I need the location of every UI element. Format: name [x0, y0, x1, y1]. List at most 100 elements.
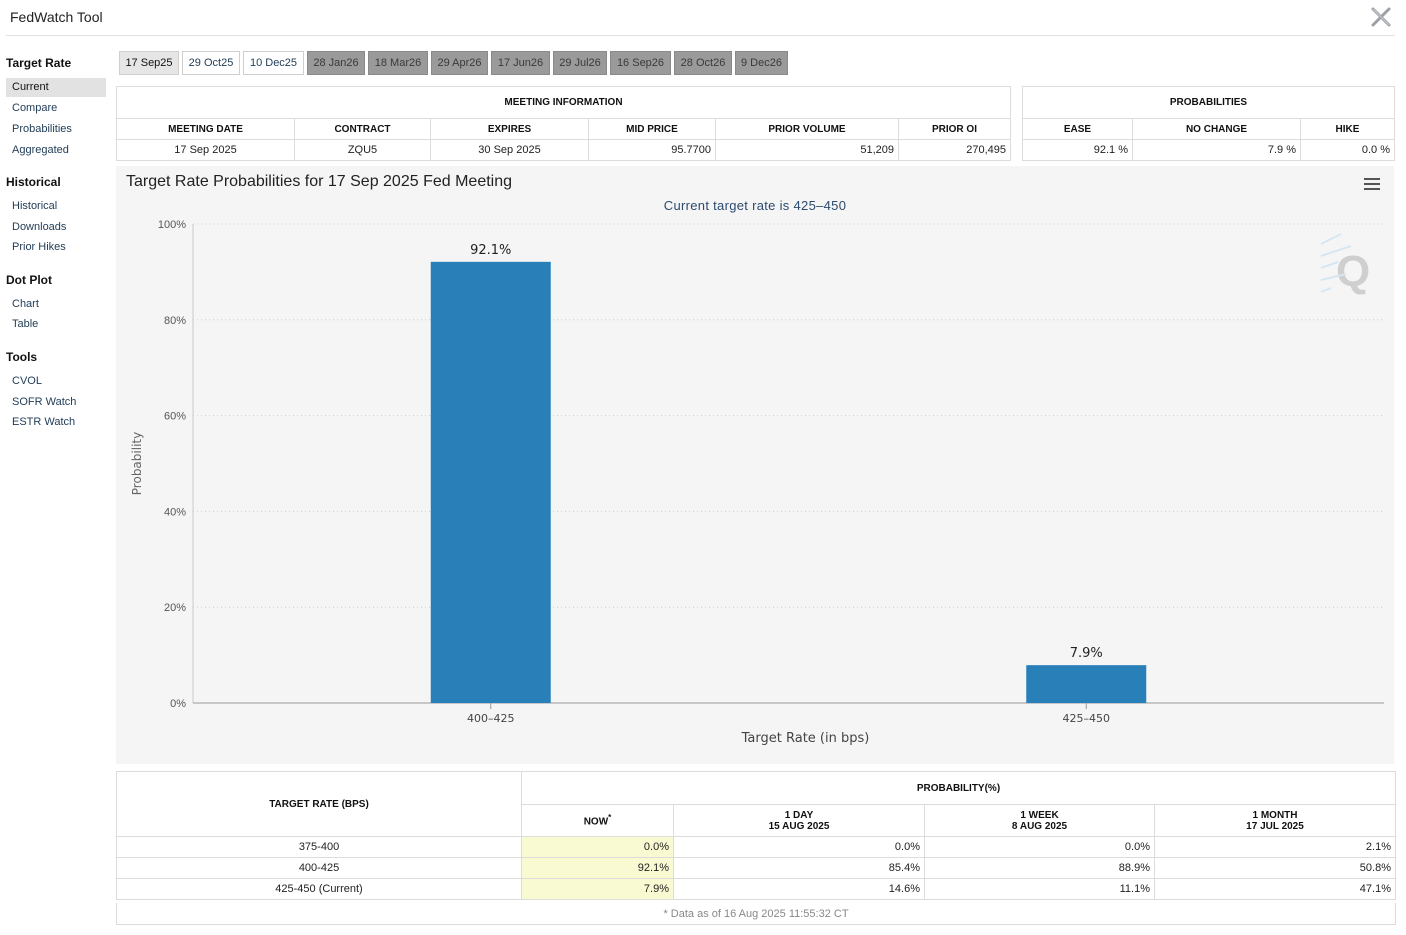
sidebar-item-chart[interactable]: Chart — [12, 298, 39, 310]
tab-16-sep26[interactable]: 16 Sep26 — [610, 51, 671, 75]
column-header-line2: 17 JUL 2025 — [1246, 820, 1304, 832]
column-header: PRIOR VOLUME — [715, 118, 899, 140]
y-axis-title: Probability — [130, 432, 144, 495]
tab-28-oct26[interactable]: 28 Oct26 — [674, 51, 732, 75]
ease-value: 92.1 % — [1022, 139, 1133, 161]
prior-volume-value: 51,209 — [715, 139, 899, 161]
bar — [1026, 665, 1147, 703]
column-header-line1: 1 DAY — [784, 809, 814, 821]
column-header: HIKE — [1300, 118, 1395, 140]
sidebar-item-aggregated[interactable]: Aggregated — [12, 144, 69, 156]
table-row: 425-450 (Current) 7.9% 14.6% 11.1% 47.1% — [116, 878, 1396, 900]
column-header: MEETING DATE — [116, 118, 295, 140]
bar-chart: Q 0% 20% 40% 60% 80% 100% 92.1% 400–425 7.9% 425–4… — [130, 219, 1384, 746]
probability-history-table: TARGET RATE (BPS) PROBABILITY(%) NOW* 1 … — [116, 771, 1396, 900]
hike-value: 0.0 % — [1300, 139, 1395, 161]
probability-cell: 47.1% — [1154, 878, 1396, 900]
1-month-column-header: 1 MONTH 17 JUL 2025 — [1154, 804, 1396, 837]
meeting-date-value: 17 Sep 2025 — [116, 139, 295, 161]
y-tick-label: 100% — [158, 219, 186, 231]
column-header-line2: 15 AUG 2025 — [768, 820, 830, 832]
sidebar-item-prior-hikes[interactable]: Prior Hikes — [12, 241, 66, 253]
data-timestamp-footnote: * Data as of 16 Aug 2025 11:55:32 CT — [116, 903, 1396, 925]
sidebar-item-estr-watch[interactable]: ESTR Watch — [12, 416, 76, 428]
x-tick-label: 400–425 — [467, 712, 515, 725]
tab-9-dec26[interactable]: 9 Dec26 — [735, 51, 788, 75]
divider — [6, 35, 1395, 36]
probability-group-header: PROBABILITY(%) — [521, 771, 1396, 805]
sidebar-group-tools: Tools — [6, 350, 38, 364]
close-icon[interactable] — [1370, 6, 1392, 28]
y-tick-label: 0% — [170, 698, 186, 710]
column-header: CONTRACT — [294, 118, 431, 140]
chart-title: Target Rate Probabilities for 17 Sep 202… — [126, 173, 513, 190]
probability-cell: 88.9% — [924, 857, 1155, 879]
bar — [430, 261, 551, 703]
probability-cell: 0.0% — [924, 836, 1155, 858]
sidebar-item-downloads[interactable]: Downloads — [12, 221, 67, 233]
y-tick-label: 20% — [164, 602, 186, 614]
x-tick-label: 425–450 — [1063, 712, 1111, 725]
target-rate-cell: 375-400 — [116, 836, 522, 858]
sidebar-group-target-rate: Target Rate — [6, 56, 72, 70]
app-title: FedWatch Tool — [10, 9, 103, 25]
sidebar-item-cvol[interactable]: CVOL — [12, 375, 42, 387]
target-rate-cell: 425-450 (Current) — [116, 878, 522, 900]
column-header: PRIOR OI — [898, 118, 1011, 140]
no-change-value: 7.9 % — [1132, 139, 1301, 161]
y-tick-label: 40% — [164, 506, 186, 518]
table-row: 375-400 0.0% 0.0% 0.0% 2.1% — [116, 836, 1396, 858]
column-header-line2: 8 AUG 2025 — [1011, 820, 1068, 832]
tab-29-apr26[interactable]: 29 Apr26 — [431, 51, 488, 75]
sidebar-item-sofr-watch[interactable]: SOFR Watch — [12, 396, 77, 408]
chart-panel: Q 0% 20% 40% 60% 80% 100% 92.1% 400–425 7.9% 425–4… — [116, 166, 1394, 764]
probability-cell: 0.0% — [521, 836, 674, 858]
sidebar-item-table[interactable]: Table — [12, 318, 39, 330]
meeting-info-table: MEETING INFORMATION MEETING DATE CONTRAC… — [116, 86, 1011, 161]
probabilities-table: PROBABILITIES EASE NO CHANGE HIKE 92.1 %… — [1022, 86, 1395, 161]
sidebar-item-historical[interactable]: Historical — [12, 200, 58, 212]
sidebar-group-historical: Historical — [6, 175, 61, 189]
chart-subtitle: Current target rate is 425–450 — [663, 198, 847, 213]
now-footnote-marker: * — [608, 813, 612, 823]
y-tick-label: 80% — [164, 315, 186, 327]
column-header: EASE — [1022, 118, 1133, 140]
column-header: MID PRICE — [588, 118, 716, 140]
probability-cell: 14.6% — [673, 878, 925, 900]
column-header-line1: 1 WEEK — [1020, 809, 1059, 821]
title-bar: FedWatch Tool — [0, 0, 1406, 36]
sidebar-item-probabilities[interactable]: Probabilities — [12, 123, 72, 135]
svg-text:Q: Q — [1336, 247, 1370, 296]
probability-cell: 0.0% — [673, 836, 925, 858]
chart-menu-icon[interactable] — [1364, 178, 1380, 192]
sidebar-item-current[interactable]: Current — [6, 78, 106, 97]
probability-cell: 2.1% — [1154, 836, 1396, 858]
tab-17-sep25[interactable]: 17 Sep25 — [119, 51, 179, 75]
probability-cell: 11.1% — [924, 878, 1155, 900]
tab-10-dec25[interactable]: 10 Dec25 — [243, 51, 304, 75]
tab-28-jan26[interactable]: 28 Jan26 — [307, 51, 365, 75]
tab-29-oct25[interactable]: 29 Oct25 — [182, 51, 240, 75]
y-tick-label: 60% — [164, 411, 186, 423]
tab-17-jun26[interactable]: 17 Jun26 — [491, 51, 550, 75]
now-label: NOW — [583, 816, 609, 828]
watermark-logo: Q — [1320, 233, 1370, 296]
target-rate-cell: 400-425 — [116, 857, 522, 879]
now-column-header: NOW* — [521, 804, 674, 837]
probability-cell: 7.9% — [521, 878, 674, 900]
probability-cell: 85.4% — [673, 857, 925, 879]
data-label: 7.9% — [1070, 646, 1103, 661]
sidebar-item-compare[interactable]: Compare — [12, 102, 58, 114]
tab-29-jul26[interactable]: 29 Jul26 — [553, 51, 607, 75]
column-header: EXPIRES — [430, 118, 589, 140]
column-header-line1: 1 MONTH — [1252, 809, 1298, 821]
sidebar-group-dot-plot: Dot Plot — [6, 273, 52, 287]
tab-18-mar26[interactable]: 18 Mar26 — [368, 51, 428, 75]
probability-cell: 92.1% — [521, 857, 674, 879]
1-week-column-header: 1 WEEK 8 AUG 2025 — [924, 804, 1155, 837]
prior-oi-value: 270,495 — [898, 139, 1011, 161]
target-rate-header: TARGET RATE (BPS) — [116, 771, 522, 837]
mid-price-value: 95.7700 — [588, 139, 716, 161]
column-header: NO CHANGE — [1132, 118, 1301, 140]
probability-cell: 50.8% — [1154, 857, 1396, 879]
